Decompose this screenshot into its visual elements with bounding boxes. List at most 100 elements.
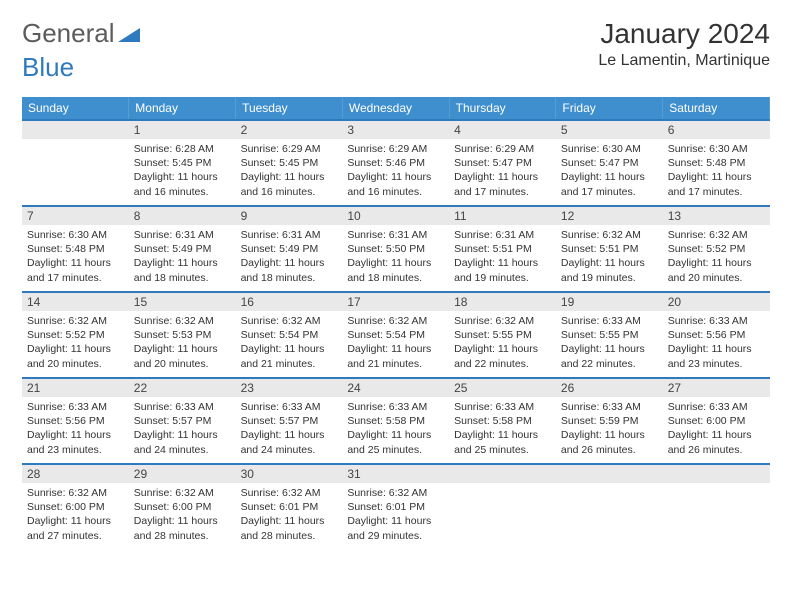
sunrise-text: Sunrise: 6:33 AM [561, 400, 658, 414]
daylight-text-1: Daylight: 11 hours [347, 170, 444, 184]
calendar-day-cell: 22Sunrise: 6:33 AMSunset: 5:57 PMDayligh… [129, 378, 236, 464]
daylight-text-2: and 28 minutes. [241, 529, 338, 543]
day-number: 8 [129, 207, 236, 225]
calendar-day-cell: 24Sunrise: 6:33 AMSunset: 5:58 PMDayligh… [342, 378, 449, 464]
daylight-text-1: Daylight: 11 hours [134, 514, 231, 528]
calendar-day-cell: 8Sunrise: 6:31 AMSunset: 5:49 PMDaylight… [129, 206, 236, 292]
daylight-text-2: and 16 minutes. [134, 185, 231, 199]
calendar-week-row: 7Sunrise: 6:30 AMSunset: 5:48 PMDaylight… [22, 206, 770, 292]
sunrise-text: Sunrise: 6:32 AM [668, 228, 765, 242]
day-number: 9 [236, 207, 343, 225]
sunset-text: Sunset: 5:49 PM [134, 242, 231, 256]
weekday-header-row: SundayMondayTuesdayWednesdayThursdayFrid… [22, 97, 770, 120]
sunrise-text: Sunrise: 6:32 AM [347, 314, 444, 328]
daylight-text-1: Daylight: 11 hours [134, 256, 231, 270]
day-number: 15 [129, 293, 236, 311]
day-details: Sunrise: 6:28 AMSunset: 5:45 PMDaylight:… [129, 139, 236, 203]
sunset-text: Sunset: 5:47 PM [561, 156, 658, 170]
day-details: Sunrise: 6:32 AMSunset: 5:52 PMDaylight:… [22, 311, 129, 375]
calendar-day-cell [556, 464, 663, 550]
calendar-day-cell: 19Sunrise: 6:33 AMSunset: 5:55 PMDayligh… [556, 292, 663, 378]
daylight-text-2: and 25 minutes. [347, 443, 444, 457]
calendar-day-cell: 26Sunrise: 6:33 AMSunset: 5:59 PMDayligh… [556, 378, 663, 464]
calendar-day-cell: 31Sunrise: 6:32 AMSunset: 6:01 PMDayligh… [342, 464, 449, 550]
day-number-empty [556, 465, 663, 483]
daylight-text-2: and 22 minutes. [454, 357, 551, 371]
daylight-text-2: and 21 minutes. [241, 357, 338, 371]
daylight-text-2: and 17 minutes. [454, 185, 551, 199]
daylight-text-2: and 16 minutes. [241, 185, 338, 199]
day-number: 4 [449, 121, 556, 139]
daylight-text-1: Daylight: 11 hours [668, 170, 765, 184]
day-details: Sunrise: 6:32 AMSunset: 5:54 PMDaylight:… [342, 311, 449, 375]
logo-word1: General [22, 18, 115, 49]
day-details: Sunrise: 6:30 AMSunset: 5:48 PMDaylight:… [663, 139, 770, 203]
day-details: Sunrise: 6:31 AMSunset: 5:49 PMDaylight:… [236, 225, 343, 289]
day-number: 12 [556, 207, 663, 225]
calendar-week-row: 1Sunrise: 6:28 AMSunset: 5:45 PMDaylight… [22, 120, 770, 206]
daylight-text-2: and 25 minutes. [454, 443, 551, 457]
calendar-day-cell: 17Sunrise: 6:32 AMSunset: 5:54 PMDayligh… [342, 292, 449, 378]
calendar-day-cell: 5Sunrise: 6:30 AMSunset: 5:47 PMDaylight… [556, 120, 663, 206]
daylight-text-1: Daylight: 11 hours [241, 514, 338, 528]
calendar-day-cell: 29Sunrise: 6:32 AMSunset: 6:00 PMDayligh… [129, 464, 236, 550]
sunrise-text: Sunrise: 6:30 AM [27, 228, 124, 242]
daylight-text-1: Daylight: 11 hours [454, 342, 551, 356]
day-details: Sunrise: 6:32 AMSunset: 6:00 PMDaylight:… [129, 483, 236, 547]
logo-triangle-icon [118, 26, 140, 42]
calendar-day-cell: 16Sunrise: 6:32 AMSunset: 5:54 PMDayligh… [236, 292, 343, 378]
weekday-header: Monday [129, 97, 236, 120]
sunrise-text: Sunrise: 6:32 AM [347, 486, 444, 500]
sunset-text: Sunset: 5:57 PM [241, 414, 338, 428]
calendar-day-cell: 3Sunrise: 6:29 AMSunset: 5:46 PMDaylight… [342, 120, 449, 206]
sunset-text: Sunset: 5:58 PM [347, 414, 444, 428]
calendar-day-cell: 13Sunrise: 6:32 AMSunset: 5:52 PMDayligh… [663, 206, 770, 292]
day-number: 18 [449, 293, 556, 311]
weekday-header: Saturday [663, 97, 770, 120]
day-details: Sunrise: 6:32 AMSunset: 5:55 PMDaylight:… [449, 311, 556, 375]
logo: General [22, 18, 140, 49]
daylight-text-2: and 20 minutes. [134, 357, 231, 371]
day-details: Sunrise: 6:32 AMSunset: 5:52 PMDaylight:… [663, 225, 770, 289]
daylight-text-2: and 16 minutes. [347, 185, 444, 199]
calendar-week-row: 21Sunrise: 6:33 AMSunset: 5:56 PMDayligh… [22, 378, 770, 464]
weekday-header: Friday [556, 97, 663, 120]
day-number: 30 [236, 465, 343, 483]
calendar-day-cell [663, 464, 770, 550]
calendar-day-cell: 23Sunrise: 6:33 AMSunset: 5:57 PMDayligh… [236, 378, 343, 464]
weekday-header: Sunday [22, 97, 129, 120]
day-number: 29 [129, 465, 236, 483]
day-details: Sunrise: 6:30 AMSunset: 5:47 PMDaylight:… [556, 139, 663, 203]
month-title: January 2024 [598, 18, 770, 50]
daylight-text-2: and 21 minutes. [347, 357, 444, 371]
sunset-text: Sunset: 5:57 PM [134, 414, 231, 428]
day-details: Sunrise: 6:33 AMSunset: 5:57 PMDaylight:… [236, 397, 343, 461]
calendar-day-cell: 27Sunrise: 6:33 AMSunset: 6:00 PMDayligh… [663, 378, 770, 464]
day-number: 27 [663, 379, 770, 397]
daylight-text-2: and 22 minutes. [561, 357, 658, 371]
day-details: Sunrise: 6:31 AMSunset: 5:49 PMDaylight:… [129, 225, 236, 289]
day-details: Sunrise: 6:31 AMSunset: 5:51 PMDaylight:… [449, 225, 556, 289]
day-number: 2 [236, 121, 343, 139]
day-number: 26 [556, 379, 663, 397]
sunrise-text: Sunrise: 6:32 AM [134, 486, 231, 500]
calendar-day-cell: 4Sunrise: 6:29 AMSunset: 5:47 PMDaylight… [449, 120, 556, 206]
daylight-text-1: Daylight: 11 hours [668, 342, 765, 356]
daylight-text-1: Daylight: 11 hours [134, 342, 231, 356]
sunrise-text: Sunrise: 6:33 AM [454, 400, 551, 414]
day-details: Sunrise: 6:30 AMSunset: 5:48 PMDaylight:… [22, 225, 129, 289]
day-number: 20 [663, 293, 770, 311]
day-details: Sunrise: 6:32 AMSunset: 6:01 PMDaylight:… [342, 483, 449, 547]
daylight-text-1: Daylight: 11 hours [454, 170, 551, 184]
day-details: Sunrise: 6:33 AMSunset: 5:57 PMDaylight:… [129, 397, 236, 461]
calendar-day-cell: 14Sunrise: 6:32 AMSunset: 5:52 PMDayligh… [22, 292, 129, 378]
daylight-text-1: Daylight: 11 hours [668, 256, 765, 270]
daylight-text-2: and 17 minutes. [27, 271, 124, 285]
day-details: Sunrise: 6:29 AMSunset: 5:46 PMDaylight:… [342, 139, 449, 203]
daylight-text-1: Daylight: 11 hours [347, 514, 444, 528]
location-title: Le Lamentin, Martinique [598, 52, 770, 70]
daylight-text-2: and 17 minutes. [668, 185, 765, 199]
sunset-text: Sunset: 5:49 PM [241, 242, 338, 256]
daylight-text-2: and 17 minutes. [561, 185, 658, 199]
daylight-text-1: Daylight: 11 hours [347, 256, 444, 270]
